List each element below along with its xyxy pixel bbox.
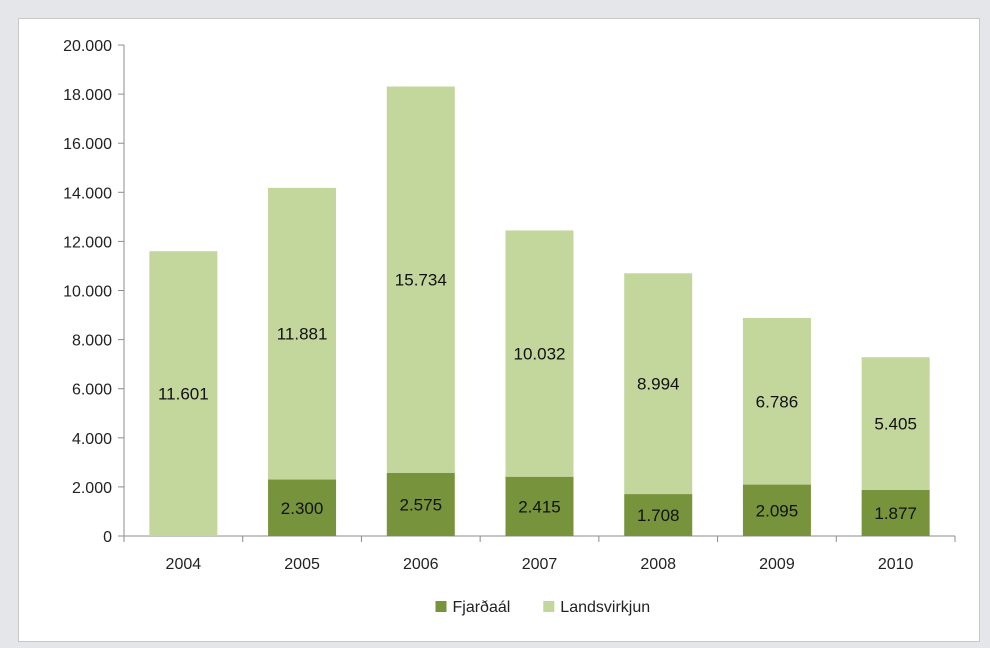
bar-segment xyxy=(505,230,574,477)
data-label: 10.032 xyxy=(514,345,566,364)
data-label: 1.877 xyxy=(874,504,917,523)
x-tick-label: 2005 xyxy=(284,556,320,573)
bar-segment xyxy=(386,86,455,473)
legend-label: Fjarðaál xyxy=(453,599,511,616)
bar-segment xyxy=(505,476,574,536)
y-tick-label: 2.000 xyxy=(72,480,112,497)
bars xyxy=(149,86,930,537)
y-tick-label: 10.000 xyxy=(63,284,112,301)
y-tick-label: 18.000 xyxy=(63,87,112,104)
bar-segment xyxy=(624,273,693,495)
data-label: 2.415 xyxy=(518,497,561,516)
data-label: 2.095 xyxy=(756,501,799,520)
x-tick-label: 2006 xyxy=(403,556,439,573)
y-tick-label: 12.000 xyxy=(63,234,112,251)
y-tick-label: 8.000 xyxy=(72,333,112,350)
x-tick-label: 2010 xyxy=(878,556,914,573)
data-label: 1.708 xyxy=(637,506,680,525)
legend-swatch xyxy=(435,601,447,612)
x-tick-label: 2008 xyxy=(640,556,676,573)
bar-segment xyxy=(742,484,811,536)
legend-swatch xyxy=(543,601,555,612)
bar-segment xyxy=(386,472,455,536)
bar-segment xyxy=(268,187,337,480)
bar-segment xyxy=(149,251,218,537)
y-tick-label: 4.000 xyxy=(72,431,112,448)
y-tick-label: 0 xyxy=(103,529,112,546)
legend-label: Landsvirkjun xyxy=(560,599,650,616)
x-tick-label: 2009 xyxy=(759,556,795,573)
data-label: 2.300 xyxy=(281,499,324,518)
axes: 0 2.000 4.000 6.000 8.000 10.000 12.000 14.000 1… xyxy=(63,38,956,573)
data-label: 2.575 xyxy=(400,495,443,514)
y-tick-label: 6.000 xyxy=(72,382,112,399)
data-label: 8.994 xyxy=(637,375,680,394)
bar-segment xyxy=(624,494,693,536)
data-label: 11.881 xyxy=(277,325,328,344)
bar-segment xyxy=(742,317,811,485)
legend: Fjarðaál Landsvirkjun xyxy=(435,599,650,616)
bar-segment xyxy=(268,479,337,536)
y-tick-label: 20.000 xyxy=(63,38,112,55)
data-labels: 11.601 2.300 11.881 2.575 15.734 2.415 10.032 1… xyxy=(158,271,917,525)
x-tick-label: 2007 xyxy=(522,556,558,573)
bar-segment xyxy=(861,489,930,536)
x-tick-label: 2004 xyxy=(166,556,202,573)
y-tick-label: 16.000 xyxy=(63,136,112,153)
bar-segment xyxy=(861,357,930,490)
data-label: 11.601 xyxy=(158,385,209,404)
y-tick-label: 14.000 xyxy=(63,185,112,202)
data-label: 5.405 xyxy=(874,415,917,434)
data-label: 6.786 xyxy=(756,392,799,411)
data-label: 15.734 xyxy=(395,271,447,290)
